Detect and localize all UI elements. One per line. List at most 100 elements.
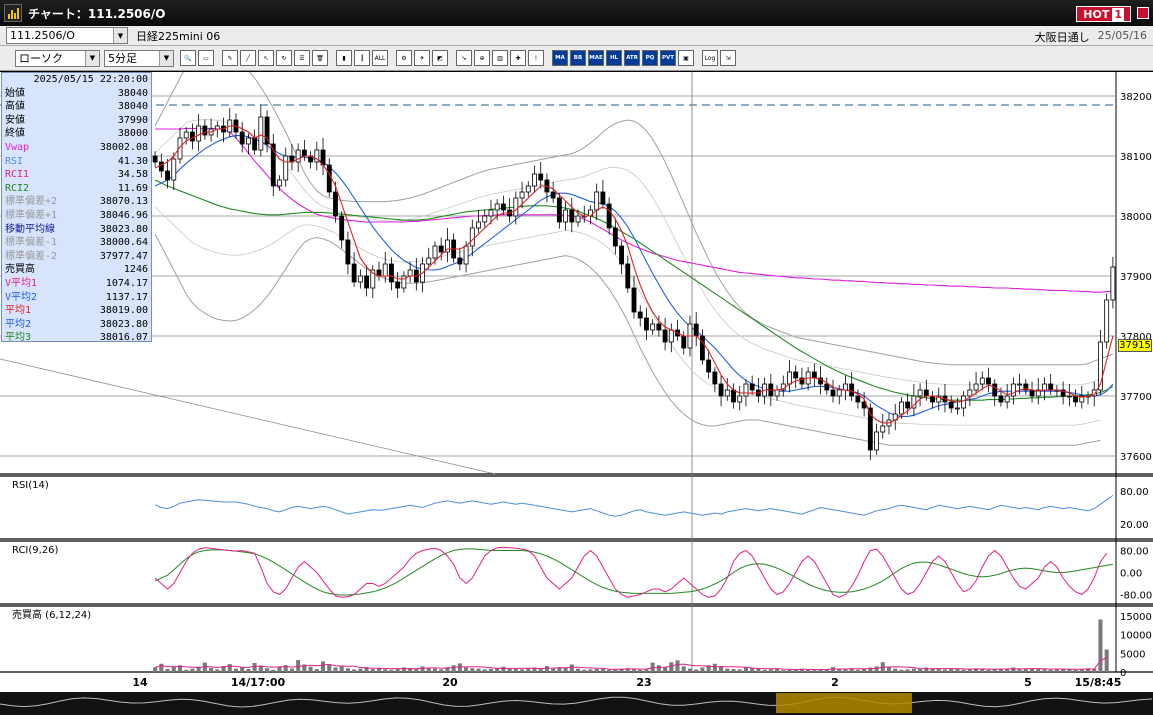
data-row: 始値 38040 — [2, 87, 151, 101]
refresh-icon[interactable]: ↻ — [276, 50, 292, 66]
volume-bar — [1067, 669, 1072, 672]
indicator-pvt-button[interactable]: PVT — [660, 50, 676, 66]
cursor-icon[interactable]: ↖ — [258, 50, 274, 66]
color-icon[interactable]: ◩ — [432, 50, 448, 66]
symbol-code-value: 111.2506/O — [10, 29, 75, 42]
volume-bar — [855, 669, 860, 672]
bar-chart-icon[interactable]: ▮ — [336, 50, 352, 66]
candle — [973, 383, 979, 391]
volume-bar — [806, 669, 811, 672]
candle — [339, 215, 345, 241]
candle — [874, 431, 879, 451]
data-row-value: 38046.96 — [99, 209, 148, 221]
window-icon[interactable]: ▭ — [198, 50, 214, 66]
data-row-value: 38070.13 — [99, 196, 148, 208]
candle — [1104, 299, 1110, 343]
volume-bar — [196, 666, 201, 672]
symbol-code-select[interactable]: 111.2506/O ▼ — [6, 27, 128, 44]
wrench-icon[interactable]: ✈ — [414, 50, 430, 66]
candle — [500, 203, 506, 211]
time-tick-label: 14/17:00 — [231, 676, 286, 689]
list-icon[interactable]: ☰ — [294, 50, 310, 66]
magnify-icon[interactable]: ⊕ — [474, 50, 490, 66]
square-icon[interactable]: ▣ — [678, 50, 694, 66]
hot-badge[interactable]: HOT 1 — [1076, 6, 1131, 22]
trash-icon[interactable]: 🗑 — [312, 50, 328, 66]
indicator-mae-button[interactable]: MAE — [588, 50, 604, 66]
volume-bar — [532, 667, 537, 672]
candle — [644, 317, 649, 331]
volume-bar — [886, 667, 892, 672]
volume-bars-icon[interactable]: ▥ — [492, 50, 508, 66]
zoom-icon[interactable]: 🔍 — [180, 50, 196, 66]
price-tick-label: 37600 — [1120, 452, 1152, 463]
price-panel — [152, 72, 1116, 461]
volume-bar — [1061, 668, 1066, 672]
crosshair-icon[interactable]: ✚ — [510, 50, 526, 66]
volume-bar — [246, 669, 251, 672]
chart-type-value: ローソク — [19, 52, 63, 65]
data-row: RCI1 34.58 — [2, 168, 151, 182]
chevron-down-icon[interactable]: ▼ — [159, 50, 173, 66]
data-row-label: RSI — [5, 155, 24, 167]
price-tick-label: 38100 — [1120, 152, 1152, 163]
volume-bar — [345, 668, 350, 672]
data-row-value: 38016.07 — [99, 332, 148, 344]
data-row: 平均3 38016.07 — [2, 331, 151, 345]
volume-bar — [824, 669, 829, 672]
chevron-down-icon[interactable]: ▼ — [85, 50, 99, 66]
data-row-value: 38019.00 — [99, 305, 148, 317]
cursor-arrow-icon[interactable]: ➘ — [456, 50, 472, 66]
candle — [954, 407, 960, 410]
candle — [488, 209, 494, 217]
chevron-down-icon[interactable]: ▼ — [113, 28, 127, 43]
volume-bar — [445, 667, 450, 672]
period-value: 5分足 — [108, 52, 137, 65]
indicator-hl-button[interactable]: HL — [606, 50, 622, 66]
chart-canvas[interactable]: 38200 38100 38000 37900 37800 37700 37600 RSI(1… — [0, 72, 1153, 715]
candle — [245, 137, 251, 145]
volume-bar — [395, 668, 400, 672]
volume-bar — [712, 663, 717, 672]
trendline — [0, 358, 496, 475]
volume-bar — [862, 668, 867, 672]
indicator-pq-button[interactable]: PQ — [642, 50, 658, 66]
data-datetime: 2025/05/15 22:20:00 — [33, 74, 148, 85]
candle — [563, 209, 569, 223]
volume-bar — [687, 668, 692, 672]
info-icon[interactable]: ! — [528, 50, 544, 66]
volume-bar — [588, 669, 593, 672]
chart-type-select[interactable]: ローソク ▼ — [15, 49, 100, 67]
data-row-value: 41.30 — [117, 155, 148, 167]
candle — [357, 275, 363, 283]
candle — [979, 377, 985, 385]
indicator-bb-button[interactable]: BB — [570, 50, 586, 66]
settings-icon[interactable]: ⚙ — [396, 50, 412, 66]
data-row: RSI 41.30 — [2, 155, 151, 169]
candle — [1060, 389, 1066, 397]
all-icon[interactable]: ALL — [372, 50, 388, 66]
pencil-icon[interactable]: ✎ — [222, 50, 238, 66]
candle — [724, 389, 730, 397]
volume-bar — [638, 669, 643, 672]
candle-icon[interactable]: ┃ — [354, 50, 370, 66]
period-select[interactable]: 5分足 ▼ — [104, 49, 174, 67]
trendline-icon[interactable]: ╱ — [240, 50, 256, 66]
navigator-thumb[interactable] — [776, 693, 912, 713]
candle — [1091, 389, 1097, 397]
close-button[interactable] — [1137, 7, 1149, 19]
volume-bar — [992, 669, 997, 672]
rci-tick-label: -80.00 — [1120, 591, 1152, 602]
candle — [270, 143, 276, 187]
volume-bar — [464, 667, 469, 672]
candle — [606, 203, 612, 229]
candle — [1098, 341, 1103, 391]
log-button[interactable]: Log — [702, 50, 718, 66]
chart-area[interactable]: 38200 38100 38000 37900 37800 37700 37600 RSI(1… — [0, 72, 1153, 715]
volume-bar — [874, 666, 879, 672]
candle — [494, 203, 500, 211]
indicator-atr-button[interactable]: ATR — [624, 50, 640, 66]
export-icon[interactable]: ⇲ — [720, 50, 736, 66]
indicator-ma-button[interactable]: MA — [552, 50, 568, 66]
bb-upper1-line — [154, 119, 1101, 386]
